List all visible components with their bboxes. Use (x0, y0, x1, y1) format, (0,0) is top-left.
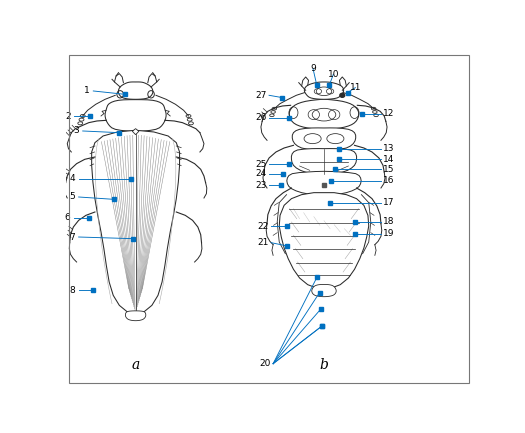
Text: 17: 17 (383, 198, 394, 207)
Polygon shape (292, 128, 356, 151)
Text: 22: 22 (258, 222, 269, 230)
Text: 21: 21 (258, 238, 269, 247)
Polygon shape (92, 130, 180, 313)
Text: 2: 2 (65, 112, 70, 121)
Text: 5: 5 (70, 193, 76, 201)
Text: 8: 8 (70, 286, 76, 295)
Text: a: a (131, 359, 140, 372)
Text: 4: 4 (70, 174, 76, 183)
Text: 9: 9 (310, 64, 316, 73)
Text: 20: 20 (260, 359, 271, 368)
Text: 1: 1 (85, 87, 90, 95)
Text: b: b (320, 359, 329, 372)
Polygon shape (289, 99, 359, 129)
Text: 3: 3 (74, 126, 79, 136)
Polygon shape (304, 82, 344, 99)
Text: 7: 7 (70, 233, 76, 242)
Polygon shape (132, 129, 139, 135)
Polygon shape (118, 82, 153, 99)
Text: 6: 6 (65, 213, 70, 222)
Polygon shape (105, 100, 166, 131)
Text: 16: 16 (383, 177, 394, 185)
Text: 24: 24 (256, 169, 267, 178)
Text: 14: 14 (383, 155, 394, 164)
Text: 11: 11 (350, 83, 361, 92)
Text: 12: 12 (383, 109, 394, 118)
Text: 10: 10 (328, 70, 339, 79)
Polygon shape (312, 284, 336, 297)
Text: 25: 25 (256, 160, 267, 169)
Text: 23: 23 (256, 181, 267, 190)
Text: 19: 19 (383, 229, 394, 238)
Polygon shape (125, 311, 146, 321)
Circle shape (340, 93, 345, 97)
Text: 27: 27 (256, 91, 267, 100)
Text: 15: 15 (383, 165, 394, 174)
Polygon shape (291, 149, 356, 174)
Text: 26: 26 (256, 113, 267, 122)
Polygon shape (287, 171, 361, 195)
Text: 13: 13 (383, 144, 394, 153)
Text: 18: 18 (383, 217, 394, 226)
Polygon shape (279, 193, 369, 289)
